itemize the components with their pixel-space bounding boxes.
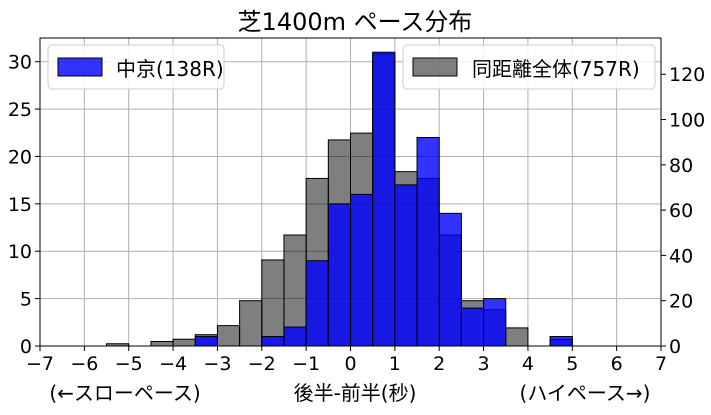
histogram-bar xyxy=(483,298,507,347)
histogram-bar xyxy=(416,137,440,347)
right-y-tick-label: 120 xyxy=(669,64,705,86)
right-y-tick-label: 80 xyxy=(669,155,693,177)
x-axis-label: 後半-前半(秒) xyxy=(294,381,417,405)
x-axis-label-high: (ハイペース→) xyxy=(520,381,651,405)
left-y-tick-label: 0 xyxy=(20,336,32,358)
histogram-bar xyxy=(327,203,352,347)
x-tick-label: 1 xyxy=(389,353,401,375)
histogram-bar xyxy=(305,260,329,347)
legend-label-chukyo: 中京(138R) xyxy=(116,57,224,81)
x-tick-label: 3 xyxy=(478,353,490,375)
x-tick-label: 7 xyxy=(655,353,667,375)
x-tick-label: −7 xyxy=(26,353,54,375)
x-tick-label: −3 xyxy=(203,353,231,375)
x-tick-label: 6 xyxy=(611,353,623,375)
x-tick-label: −1 xyxy=(292,353,320,375)
x-tick-label: −5 xyxy=(115,353,143,375)
right-y-tick-label: 0 xyxy=(669,336,681,358)
right-y-tick-label: 100 xyxy=(669,110,705,132)
x-tick-label: 4 xyxy=(522,353,534,375)
histogram-bar xyxy=(505,327,529,347)
right-y-tick-label: 60 xyxy=(669,200,693,222)
series-chukyo-bars xyxy=(194,51,573,347)
legend-left-frame xyxy=(47,44,225,90)
histogram-bar xyxy=(350,193,374,347)
histogram-bar xyxy=(394,184,418,347)
right-y-tick-label: 40 xyxy=(669,245,693,267)
left-y-tick-label: 10 xyxy=(8,241,32,263)
chart-title: 芝1400m ペース分布 xyxy=(238,8,473,36)
x-tick-label: −2 xyxy=(248,353,276,375)
histogram-bar xyxy=(239,300,263,347)
histogram-bar xyxy=(261,336,285,347)
histogram-bar xyxy=(172,338,196,347)
histogram-bar xyxy=(194,336,218,347)
histogram-bar xyxy=(261,259,285,347)
x-tick-label: 0 xyxy=(344,353,356,375)
x-tick-label: 5 xyxy=(566,353,578,375)
left-y-tick-label: 15 xyxy=(8,194,32,216)
x-tick-label: −6 xyxy=(70,353,98,375)
legend-left: 中京(138R) xyxy=(47,44,225,90)
right-y-tick-label: 20 xyxy=(669,291,693,313)
histogram-bar xyxy=(216,325,241,347)
histogram-bar xyxy=(372,51,396,347)
histogram-bar xyxy=(460,307,485,347)
right-y-axis-ticks: 0 20 40 60 80 100 120 xyxy=(661,64,705,358)
left-y-axis-ticks: 0 5 10 15 20 25 30 xyxy=(8,52,40,358)
left-y-tick-label: 30 xyxy=(8,52,32,74)
legend-right: 同距離全体(757R) xyxy=(402,44,656,90)
histogram-bar xyxy=(438,212,462,347)
histogram-bar xyxy=(150,340,174,347)
x-axis-label-slow: (←スローペース) xyxy=(49,381,200,405)
x-tick-label: 2 xyxy=(433,353,445,375)
legend-swatch-overall xyxy=(412,57,458,77)
left-y-tick-label: 25 xyxy=(8,99,32,121)
histogram-bar xyxy=(283,326,307,347)
left-y-tick-label: 20 xyxy=(8,146,32,168)
legend-right-frame xyxy=(402,44,656,90)
x-tick-label: −4 xyxy=(159,353,187,375)
x-axis-ticks: −7 −6 −5 −4 −3 −2 −1 0 1 2 3 4 5 6 7 xyxy=(26,346,667,375)
legend-swatch-chukyo xyxy=(57,57,103,77)
histogram-bar xyxy=(549,336,573,347)
left-y-tick-label: 5 xyxy=(20,289,32,311)
legend-label-overall: 同距離全体(757R) xyxy=(472,57,640,81)
